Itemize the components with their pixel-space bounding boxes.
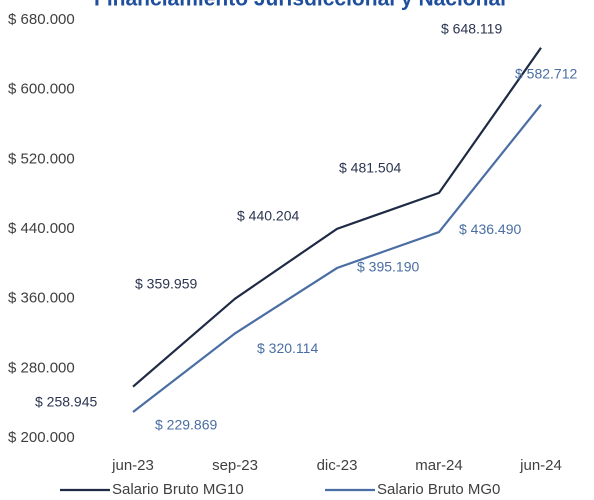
data-label: $ 582.712 — [515, 65, 577, 81]
y-tick-label: $ 360.000 — [8, 290, 75, 307]
data-label: $ 436.490 — [459, 221, 521, 237]
x-tick-label: mar-24 — [415, 457, 463, 474]
x-tick-label: dic-23 — [317, 457, 358, 474]
data-label: $ 648.119 — [441, 20, 502, 36]
x-tick-label: jun-24 — [519, 457, 562, 474]
y-tick-label: $ 200.000 — [8, 429, 75, 446]
legend-label: Salario Bruto MG0 — [377, 481, 500, 498]
data-label: $ 229.869 — [155, 417, 217, 433]
x-tick-label: sep-23 — [212, 457, 258, 474]
y-tick-label: $ 680.000 — [8, 11, 75, 28]
chart-title: Financiamiento Jurisdiccional y Nacional — [94, 0, 506, 11]
y-tick-label: $ 280.000 — [8, 359, 75, 376]
x-tick-label: jun-23 — [111, 457, 154, 474]
y-tick-label: $ 440.000 — [8, 220, 75, 237]
series-line — [132, 104, 542, 413]
legend-label: Salario Bruto MG10 — [112, 481, 244, 498]
data-label: $ 359.959 — [135, 275, 197, 291]
y-tick-label: $ 600.000 — [8, 81, 75, 98]
data-label: $ 440.204 — [237, 208, 299, 224]
data-label: $ 395.190 — [357, 259, 419, 275]
series-line — [132, 47, 542, 388]
y-tick-label: $ 520.000 — [8, 150, 75, 167]
data-label: $ 258.945 — [35, 393, 97, 409]
data-label: $ 481.504 — [339, 160, 401, 176]
data-label: $ 320.114 — [257, 340, 318, 356]
